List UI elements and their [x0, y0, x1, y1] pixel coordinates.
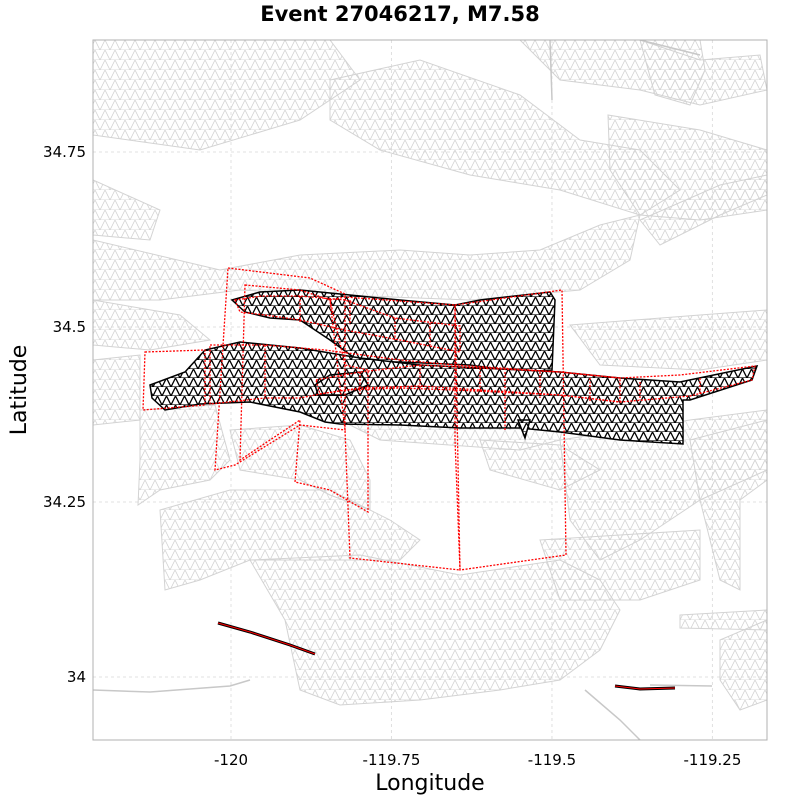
- plot-frame: [92, 39, 768, 741]
- rupture-fault-segment: [516, 419, 531, 441]
- offshore-fault-trace: [217, 622, 316, 655]
- x-tick-label: -119.5: [528, 751, 576, 769]
- fault-plane-outline: [315, 364, 756, 403]
- gray-fault-patch: [249, 554, 621, 706]
- gray-fault-patch: [93, 214, 641, 301]
- gray-fault-patch: [93, 40, 361, 151]
- y-axis-ticks: 34.75 34.5 34.25 34: [43, 143, 86, 686]
- rupture-fault-segment: [149, 341, 759, 445]
- gray-fault-patch: [639, 40, 706, 106]
- offshore-segments: [217, 621, 676, 691]
- offshore-fault-trace: [614, 685, 676, 690]
- coastline-line: [639, 40, 701, 56]
- gray-fault-patch: [137, 404, 231, 506]
- y-tick-label: 34.75: [43, 143, 86, 161]
- coastline-line: [549, 40, 553, 101]
- rupture-mesh: [149, 289, 759, 445]
- gray-fault-patch: [679, 609, 767, 631]
- background-fault-meshes: [93, 40, 767, 711]
- gray-fault-patch: [159, 489, 421, 591]
- x-axis-label: Longitude: [375, 771, 484, 796]
- gray-fault-patch: [719, 619, 767, 711]
- x-tick-label: -120: [214, 751, 248, 769]
- fault-plane-outline: [329, 296, 461, 571]
- gray-fault-patch: [93, 354, 141, 426]
- gray-fault-patch: [93, 179, 161, 241]
- y-tick-label: 34.5: [53, 318, 86, 336]
- x-axis-ticks: -120 -119.75 -119.5 -119.25: [214, 751, 741, 769]
- x-tick-label: -119.75: [363, 751, 421, 769]
- coastline-line: [584, 689, 641, 740]
- gray-fault-patch: [689, 419, 767, 591]
- fault-plane-outline: [142, 349, 206, 411]
- rupture-outlines: [142, 267, 756, 571]
- x-tick-label: -119.25: [683, 751, 741, 769]
- y-axis-label: Latitude: [7, 345, 32, 436]
- gray-fault-patch: [93, 299, 212, 351]
- y-tick-label: 34: [67, 668, 86, 686]
- coastline-line: [93, 679, 251, 693]
- fault-plane-outline: [214, 267, 346, 471]
- coastline: [93, 40, 713, 740]
- gray-fault-patch: [569, 309, 767, 371]
- gray-fault-patch: [539, 529, 701, 601]
- gray-fault-patch: [639, 174, 767, 246]
- fault-plane-outline: [454, 289, 567, 571]
- fault-plane-outline: [264, 296, 701, 430]
- map-title: Event 27046217, M7.58: [260, 2, 540, 26]
- fault-plane-outline: [209, 344, 621, 405]
- gray-fault-patch: [479, 439, 602, 491]
- y-tick-label: 34.25: [43, 493, 86, 511]
- coastline-line: [649, 684, 713, 687]
- fault-plane-outline: [239, 284, 369, 514]
